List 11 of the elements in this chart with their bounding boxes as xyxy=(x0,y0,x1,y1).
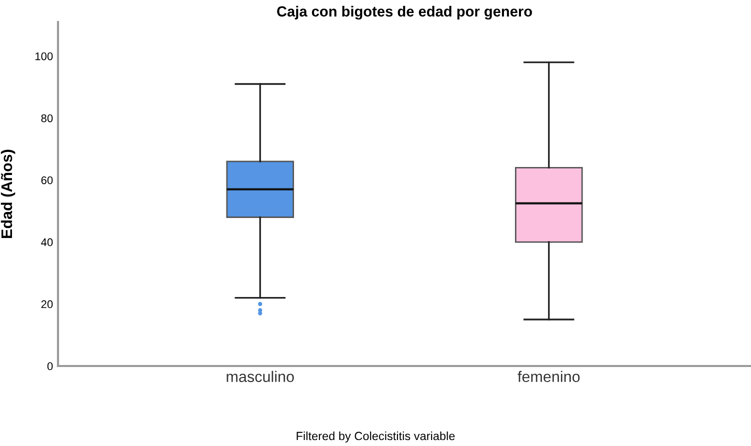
y-tick-label: 40 xyxy=(41,238,53,246)
chart-title: Caja con bigotes de edad por genero xyxy=(277,6,532,20)
y-tick-label: 20 xyxy=(41,300,53,308)
y-tick-label: 100 xyxy=(35,52,53,60)
y-tick-label: 0 xyxy=(47,362,53,370)
x-tick-label: masculino xyxy=(226,370,294,382)
y-tick-label: 80 xyxy=(41,114,53,122)
y-axis-title: Edad (Años) xyxy=(0,150,16,238)
y-tick-label: 60 xyxy=(41,176,53,184)
x-tick-label: femenino xyxy=(518,370,580,382)
text: Filtered by Colecistitis variable xyxy=(296,431,455,443)
